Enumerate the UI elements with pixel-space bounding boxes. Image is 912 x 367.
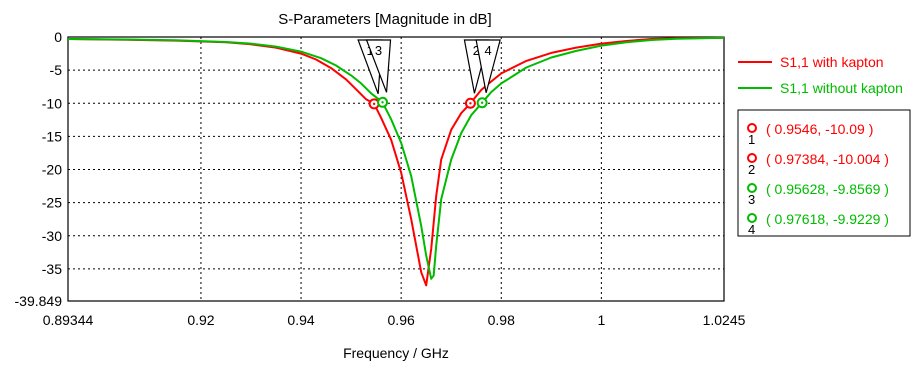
marker-point-center: [469, 102, 472, 105]
grid: [68, 37, 724, 301]
x-tick-label: 0.96: [388, 312, 415, 328]
marker-points: [368, 96, 488, 110]
x-tick-label: 0.98: [488, 312, 515, 328]
y-tick-label: -25: [42, 195, 62, 211]
y-tick-label: -35: [42, 261, 62, 277]
y-tick-label: -30: [42, 228, 62, 244]
marker-list-value: ( 0.97384, -10.004 ): [766, 151, 889, 167]
marker-point-center: [480, 101, 484, 104]
y-tick-label: -39.849: [15, 293, 63, 309]
y-tick-label: -20: [42, 162, 62, 178]
x-axis-ticks: 0.89344 0.92 0.94 0.96 0.98 1 1.0245: [43, 312, 746, 328]
x-tick-label: 0.92: [187, 312, 214, 328]
x-tick-label: 1: [597, 312, 605, 328]
legend-label-2: S1,1 without kapton: [780, 80, 903, 96]
marker-list-icon: [747, 123, 757, 133]
marker-list-id: 3: [748, 192, 755, 207]
marker-point-center: [372, 102, 376, 106]
marker-list-icon: [747, 183, 757, 193]
x-tick-label: 0.94: [287, 312, 314, 328]
x-axis-label: Frequency / GHz: [343, 345, 449, 361]
marker-info-box: [737, 109, 911, 237]
marker-list-id: 1: [748, 132, 755, 147]
marker-callout-label: 3: [375, 43, 382, 58]
y-axis-ticks: 0 -5 -10 -15 -20 -25 -30 -35 -39.849: [15, 29, 63, 309]
x-tick-label: 0.89344: [43, 312, 94, 328]
y-tick-label: -15: [42, 128, 62, 144]
chart-title: S-Parameters [Magnitude in dB]: [278, 11, 491, 28]
y-tick-label: 0: [54, 29, 62, 45]
legend: S1,1 with kapton S1,1 without kapton: [738, 54, 903, 96]
marker-callout-label: 4: [485, 43, 492, 58]
marker-list-value: ( 0.97618, -9.9229 ): [766, 211, 889, 227]
marker-list-id: 4: [748, 222, 755, 237]
marker-callouts: 1234: [357, 39, 501, 95]
marker-callout-4: [475, 39, 501, 93]
plot-frame: [67, 36, 725, 302]
marker-list-icon: [747, 213, 757, 223]
series-line-1: [67, 36, 725, 287]
marker-point-center: [381, 101, 384, 104]
marker-callout-label: 2: [473, 43, 480, 58]
series-lines: [67, 36, 725, 287]
marker-list-icon: [747, 153, 757, 163]
y-tick-label: -5: [50, 62, 63, 78]
legend-label-1: S1,1 with kapton: [780, 54, 884, 70]
marker-list-value: ( 0.9546, -10.09 ): [766, 121, 873, 137]
marker-list: 1 ( 0.9546, -10.09 ) 2 ( 0.97384, -10.004 )…: [747, 121, 889, 237]
series-line-2: [67, 36, 725, 280]
x-tick-label: 1.0245: [703, 312, 746, 328]
y-tick-label: -10: [42, 95, 62, 111]
marker-list-id: 2: [748, 162, 755, 177]
marker-list-value: ( 0.95628, -9.8569 ): [766, 181, 889, 197]
marker-callout-3: [365, 39, 392, 93]
